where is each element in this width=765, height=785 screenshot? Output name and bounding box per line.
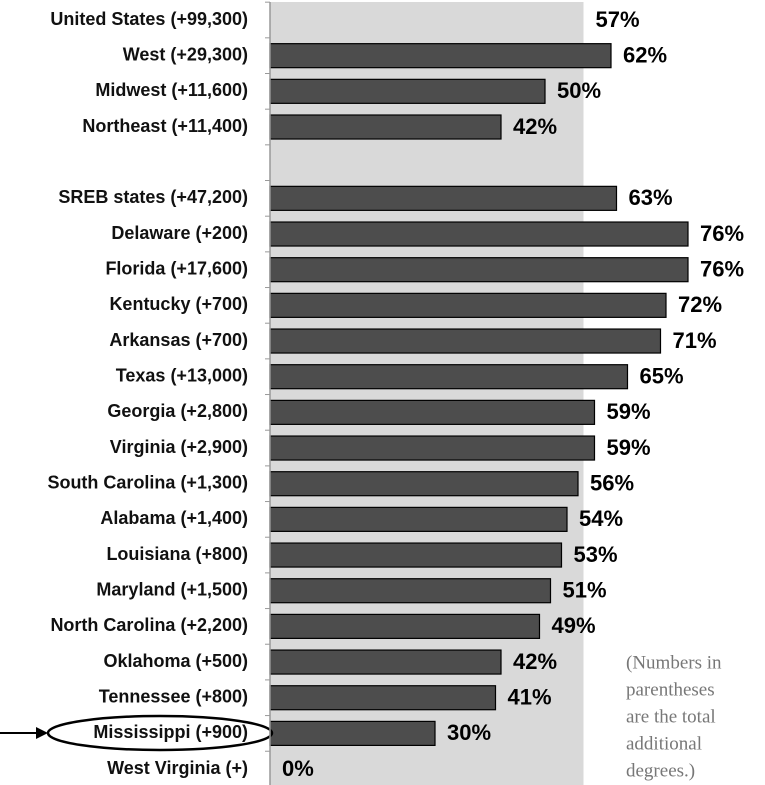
y-tick-label: United States (+99,300) bbox=[50, 9, 248, 29]
annotation: parentheses bbox=[626, 679, 715, 700]
y-tick-label: Virginia (+2,900) bbox=[110, 437, 248, 457]
bar bbox=[269, 364, 629, 390]
bar bbox=[269, 649, 502, 675]
value-label: 65% bbox=[640, 364, 684, 389]
value-label: 42% bbox=[513, 114, 557, 139]
y-tick-label: Oklahoma (+500) bbox=[103, 651, 248, 671]
bar bbox=[269, 720, 436, 747]
value-label: 54% bbox=[579, 506, 623, 531]
bar bbox=[269, 328, 662, 354]
y-tick-label: West (+29,300) bbox=[123, 44, 248, 64]
y-tick-label: Tennessee (+800) bbox=[99, 686, 248, 706]
value-label: 76% bbox=[700, 257, 744, 282]
y-tick-label: Alabama (+1,400) bbox=[100, 508, 248, 528]
y-tick-label: Arkansas (+700) bbox=[109, 330, 248, 350]
bar bbox=[269, 471, 579, 497]
y-tick-label: Texas (+13,000) bbox=[116, 365, 248, 385]
value-label: 42% bbox=[513, 649, 557, 674]
value-label: 59% bbox=[607, 399, 651, 424]
y-tick-label: Georgia (+2,800) bbox=[107, 401, 248, 421]
bar bbox=[269, 506, 568, 532]
bar bbox=[269, 185, 618, 211]
bar bbox=[269, 257, 689, 283]
value-label: 57% bbox=[596, 7, 640, 32]
y-tick-label: North Carolina (+2,200) bbox=[50, 615, 248, 635]
y-tick-label: SREB states (+47,200) bbox=[58, 187, 248, 207]
y-tick-label: West Virginia (+) bbox=[107, 758, 248, 778]
value-label: 62% bbox=[623, 42, 667, 67]
bar bbox=[269, 685, 497, 711]
arrow-head bbox=[36, 727, 48, 739]
value-label: 41% bbox=[508, 685, 552, 710]
y-tick-label: Louisiana (+800) bbox=[106, 544, 248, 564]
annotation: additional bbox=[626, 733, 702, 754]
value-label: 59% bbox=[607, 435, 651, 460]
bar bbox=[269, 78, 546, 104]
value-label: 63% bbox=[629, 185, 673, 210]
y-tick-label: Florida (+17,600) bbox=[105, 258, 248, 278]
bar bbox=[269, 542, 563, 568]
y-tick-label: South Carolina (+1,300) bbox=[47, 472, 248, 492]
bar bbox=[269, 43, 612, 69]
annotation: (Numbers in bbox=[626, 652, 722, 673]
value-label: 49% bbox=[552, 613, 596, 638]
value-label: 0% bbox=[282, 756, 314, 781]
value-label: 72% bbox=[678, 292, 722, 317]
bar bbox=[269, 435, 596, 461]
value-label: 50% bbox=[557, 78, 601, 103]
y-tick-label: Mississippi (+900) bbox=[93, 722, 248, 742]
value-label: 53% bbox=[574, 542, 618, 567]
annotation: are the total bbox=[626, 706, 716, 727]
bar bbox=[269, 221, 689, 247]
value-label: 51% bbox=[563, 578, 607, 603]
value-label: 71% bbox=[673, 328, 717, 353]
bar-layer bbox=[269, 43, 689, 747]
annotation: degrees.) bbox=[626, 760, 695, 781]
y-tick-label: Delaware (+200) bbox=[111, 223, 248, 243]
value-label: 30% bbox=[447, 720, 491, 745]
bar bbox=[269, 114, 502, 140]
value-label: 56% bbox=[590, 471, 634, 496]
y-tick-label: Maryland (+1,500) bbox=[96, 579, 248, 599]
bar bbox=[269, 613, 541, 639]
y-tick-label: Kentucky (+700) bbox=[109, 294, 248, 314]
y-tick-label: Northeast (+11,400) bbox=[82, 116, 248, 136]
bar bbox=[269, 578, 552, 604]
value-label: 76% bbox=[700, 221, 744, 246]
bar bbox=[269, 292, 667, 318]
bar bbox=[269, 399, 596, 425]
y-tick-label: Midwest (+11,600) bbox=[95, 80, 248, 100]
